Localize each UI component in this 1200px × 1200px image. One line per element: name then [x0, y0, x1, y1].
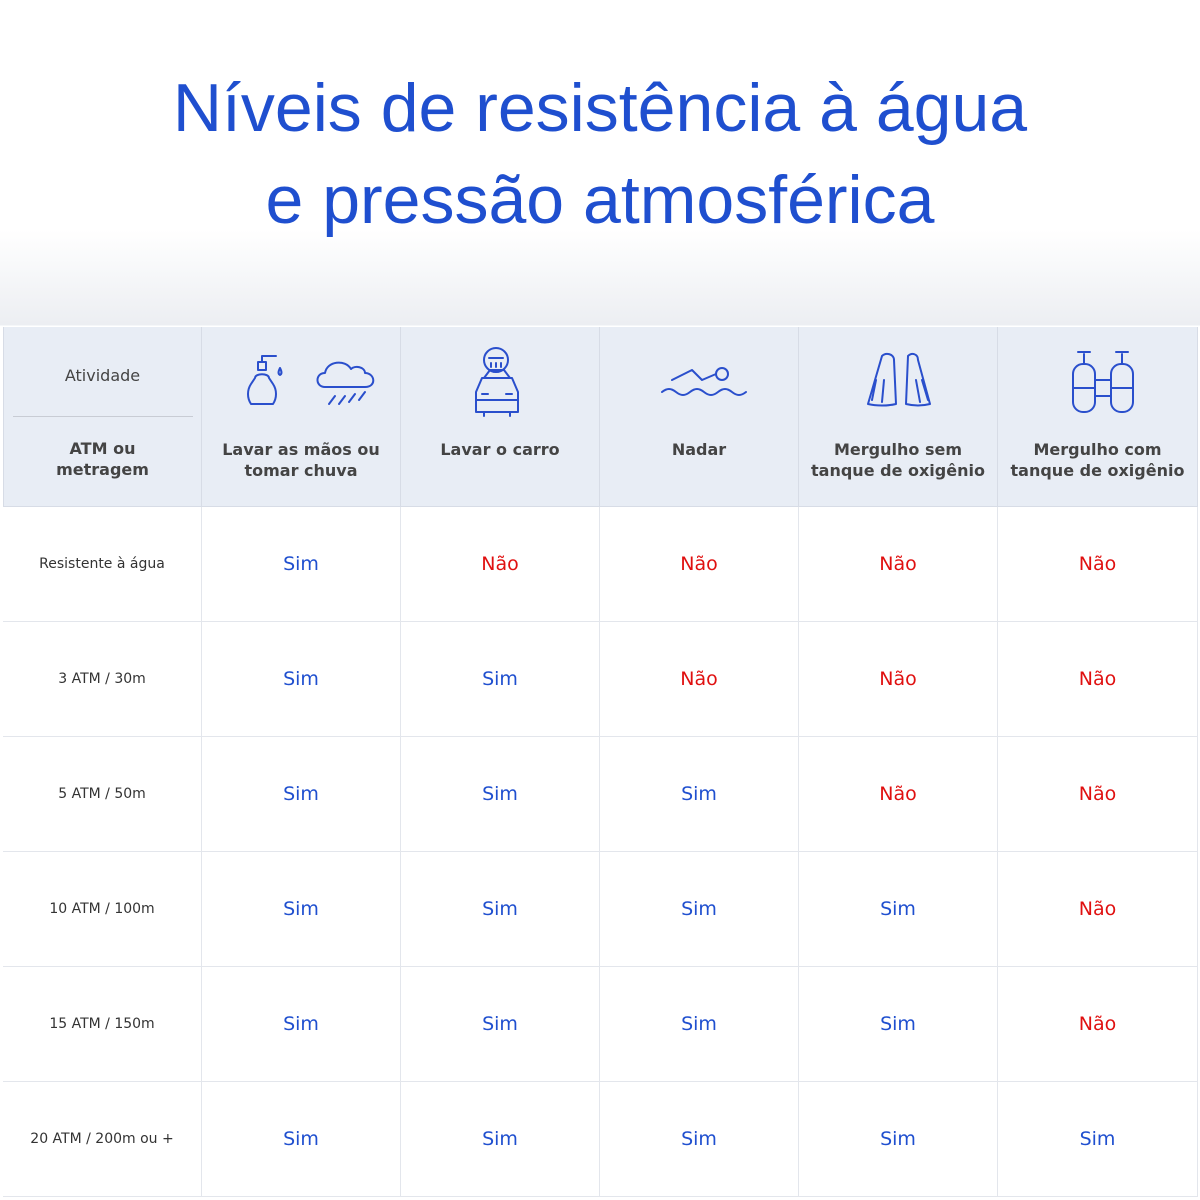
- corner-label: ATM ou metragem: [56, 439, 149, 479]
- row-label: 20 ATM / 200m ou +: [3, 1082, 202, 1197]
- answer-cell: Não: [998, 507, 1198, 622]
- answer-cell: Sim: [202, 507, 401, 622]
- answer-cell: Sim: [600, 1082, 799, 1197]
- answer-cell: Não: [998, 967, 1198, 1082]
- answer-cell: Não: [799, 507, 998, 622]
- column-header: Mergulho sem tanque de oxigênio: [799, 327, 998, 507]
- answer-cell: Sim: [799, 967, 998, 1082]
- answer-cell: Não: [600, 507, 799, 622]
- divider: [13, 416, 193, 417]
- column-header: Lavar o carro: [401, 327, 600, 507]
- answer-cell: Sim: [998, 1082, 1198, 1197]
- corner-cell: Atividade ATM ou metragem: [3, 327, 202, 507]
- answer-cell: Não: [998, 852, 1198, 967]
- column-header: Mergulho com tanque de oxigênio: [998, 327, 1198, 507]
- answer-cell: Sim: [401, 737, 600, 852]
- column-label: Mergulho sem tanque de oxigênio: [811, 440, 985, 480]
- row-label: 15 ATM / 150m: [3, 967, 202, 1082]
- answer-cell: Sim: [401, 967, 600, 1082]
- title-line: e pressão atmosférica: [265, 162, 935, 238]
- row-label: 3 ATM / 30m: [3, 622, 202, 737]
- title-line: Níveis de resistência à água: [172, 70, 1028, 146]
- answer-cell: Sim: [799, 852, 998, 967]
- answer-cell: Não: [401, 507, 600, 622]
- answer-cell: Sim: [202, 852, 401, 967]
- answer-cell: Não: [998, 737, 1198, 852]
- corner-label: Atividade: [64, 366, 141, 385]
- row-label: 5 ATM / 50m: [3, 737, 202, 852]
- column-label: Mergulho com tanque de oxigênio: [1010, 440, 1185, 480]
- row-label: Resistente à água: [3, 507, 202, 622]
- answer-cell: Sim: [202, 622, 401, 737]
- answer-cell: Sim: [401, 852, 600, 967]
- answer-cell: Não: [799, 737, 998, 852]
- answer-cell: Sim: [600, 737, 799, 852]
- answer-cell: Sim: [799, 1082, 998, 1197]
- answer-cell: Sim: [202, 967, 401, 1082]
- column-label: Lavar as mãos ou tomar chuva: [222, 440, 380, 480]
- row-label: 10 ATM / 100m: [3, 852, 202, 967]
- answer-cell: Não: [600, 622, 799, 737]
- answer-cell: Sim: [600, 852, 799, 967]
- answer-cell: Não: [998, 622, 1198, 737]
- answer-cell: Não: [799, 622, 998, 737]
- column-label: Nadar: [671, 440, 727, 459]
- answer-cell: Sim: [401, 1082, 600, 1197]
- answer-cell: Sim: [600, 967, 799, 1082]
- answer-cell: Sim: [202, 1082, 401, 1197]
- column-header: Nadar: [600, 327, 799, 507]
- column-label: Lavar o carro: [440, 440, 560, 459]
- column-header: Lavar as mãos ou tomar chuva: [202, 327, 401, 507]
- answer-cell: Sim: [401, 622, 600, 737]
- answer-cell: Sim: [202, 737, 401, 852]
